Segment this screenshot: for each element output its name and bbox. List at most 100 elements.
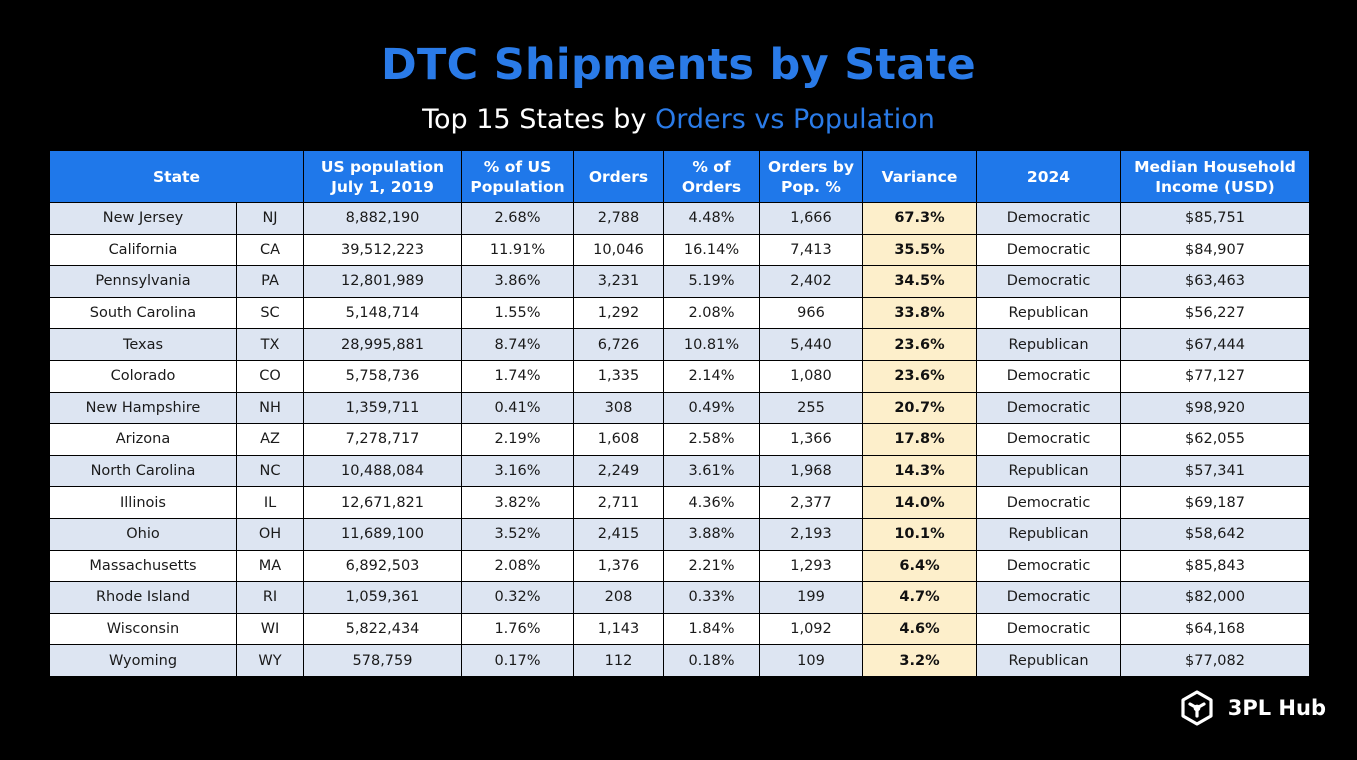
orders-cell: 1,292	[573, 296, 664, 330]
state-code-cell: SC	[236, 296, 304, 330]
table-body: New Jersey NJ 8,882,190 2.68% 2,788 4.48% 1,66…	[49, 202, 1310, 677]
table-row: Rhode Island RI 1,059,361 0.32% 208 0.33% 199 4…	[49, 581, 1310, 614]
orders-cell: 112	[573, 644, 664, 677]
pct-population-cell: 2.19%	[461, 423, 574, 456]
variance-cell: 34.5%	[862, 265, 977, 298]
table-row: Pennsylvania PA 12,801,989 3.86% 3,231 5.19% 2…	[49, 265, 1310, 298]
orders-cell: 1,335	[573, 359, 664, 393]
median-income-cell: $67,444	[1120, 328, 1310, 361]
state-name-cell: Texas	[49, 328, 237, 361]
party-2024-cell: Democratic	[976, 391, 1121, 425]
variance-cell: 14.0%	[862, 486, 977, 519]
variance-cell: 6.4%	[862, 549, 977, 583]
party-2024-cell: Democratic	[976, 202, 1121, 235]
median-income-cell: $69,187	[1120, 486, 1310, 519]
party-2024-cell: Democratic	[976, 233, 1121, 267]
column-header: Orders by Pop. %	[759, 150, 863, 203]
orders-by-pop-cell: 2,193	[759, 517, 863, 551]
orders-cell: 1,608	[573, 423, 664, 456]
variance-cell: 14.3%	[862, 454, 977, 488]
column-header: Orders	[573, 150, 664, 203]
state-code-cell: CO	[236, 359, 304, 393]
pct-population-cell: 2.68%	[461, 202, 574, 235]
column-header: % of Orders	[663, 150, 760, 203]
table-row: Wisconsin WI 5,822,434 1.76% 1,143 1.84% 1,092…	[49, 612, 1310, 646]
pct-orders-cell: 2.08%	[663, 296, 760, 330]
state-code-cell: PA	[236, 265, 304, 298]
orders-cell: 1,143	[573, 612, 664, 646]
party-2024-cell: Republican	[976, 328, 1121, 361]
pct-population-cell: 8.74%	[461, 328, 574, 361]
orders-by-pop-cell: 1,968	[759, 454, 863, 488]
state-code-cell: WI	[236, 612, 304, 646]
median-income-cell: $82,000	[1120, 581, 1310, 614]
orders-by-pop-cell: 2,377	[759, 486, 863, 519]
state-name-cell: Wisconsin	[49, 612, 237, 646]
table-row: California CA 39,512,223 11.91% 10,046 16.14%…	[49, 233, 1310, 267]
variance-cell: 67.3%	[862, 202, 977, 235]
variance-cell: 23.6%	[862, 359, 977, 393]
subtitle-prefix: Top 15 States by	[422, 104, 656, 135]
orders-by-pop-cell: 2,402	[759, 265, 863, 298]
table-row: Ohio OH 11,689,100 3.52% 2,415 3.88% 2,193 10.1…	[49, 517, 1310, 551]
median-income-cell: $98,920	[1120, 391, 1310, 425]
median-income-cell: $77,082	[1120, 644, 1310, 677]
shipments-table: State US population July 1, 2019% of US Pop…	[49, 150, 1310, 677]
pct-population-cell: 0.17%	[461, 644, 574, 677]
pct-population-cell: 3.86%	[461, 265, 574, 298]
variance-cell: 33.8%	[862, 296, 977, 330]
orders-by-pop-cell: 199	[759, 581, 863, 614]
state-name-cell: Pennsylvania	[49, 265, 237, 298]
orders-by-pop-cell: 966	[759, 296, 863, 330]
variance-cell: 17.8%	[862, 423, 977, 456]
table-row: Illinois IL 12,671,821 3.82% 2,711 4.36% 2,377…	[49, 486, 1310, 519]
median-income-cell: $85,751	[1120, 202, 1310, 235]
orders-by-pop-cell: 255	[759, 391, 863, 425]
population-cell: 7,278,717	[303, 423, 462, 456]
median-income-cell: $64,168	[1120, 612, 1310, 646]
population-cell: 39,512,223	[303, 233, 462, 267]
population-cell: 5,758,736	[303, 359, 462, 393]
median-income-cell: $63,463	[1120, 265, 1310, 298]
table-header-row: State US population July 1, 2019% of US Pop…	[49, 150, 1310, 203]
variance-cell: 4.7%	[862, 581, 977, 614]
orders-by-pop-cell: 1,092	[759, 612, 863, 646]
pct-population-cell: 11.91%	[461, 233, 574, 267]
orders-cell: 2,788	[573, 202, 664, 235]
state-code-cell: NJ	[236, 202, 304, 235]
table-row: North Carolina NC 10,488,084 3.16% 2,249 3.61…	[49, 454, 1310, 488]
median-income-cell: $56,227	[1120, 296, 1310, 330]
pct-population-cell: 2.08%	[461, 549, 574, 583]
orders-cell: 1,376	[573, 549, 664, 583]
state-code-cell: NH	[236, 391, 304, 425]
orders-by-pop-cell: 7,413	[759, 233, 863, 267]
pct-orders-cell: 2.58%	[663, 423, 760, 456]
orders-cell: 2,249	[573, 454, 664, 488]
variance-cell: 10.1%	[862, 517, 977, 551]
variance-cell: 3.2%	[862, 644, 977, 677]
population-cell: 28,995,881	[303, 328, 462, 361]
orders-cell: 208	[573, 581, 664, 614]
subtitle-highlight: Orders vs Population	[655, 104, 935, 135]
orders-cell: 308	[573, 391, 664, 425]
pct-population-cell: 0.32%	[461, 581, 574, 614]
column-header: US population July 1, 2019	[303, 150, 462, 203]
state-name-cell: Colorado	[49, 359, 237, 393]
orders-by-pop-cell: 1,666	[759, 202, 863, 235]
party-2024-cell: Democratic	[976, 486, 1121, 519]
pct-population-cell: 3.52%	[461, 517, 574, 551]
pct-orders-cell: 2.14%	[663, 359, 760, 393]
population-cell: 8,882,190	[303, 202, 462, 235]
pct-orders-cell: 5.19%	[663, 265, 760, 298]
state-code-cell: CA	[236, 233, 304, 267]
state-name-cell: Massachusetts	[49, 549, 237, 583]
table-row: New Hampshire NH 1,359,711 0.41% 308 0.49% 255…	[49, 391, 1310, 425]
population-cell: 5,148,714	[303, 296, 462, 330]
pct-orders-cell: 0.49%	[663, 391, 760, 425]
pct-orders-cell: 3.61%	[663, 454, 760, 488]
column-header: % of US Population	[461, 150, 574, 203]
column-header: Median Household Income (USD)	[1120, 150, 1310, 203]
median-income-cell: $84,907	[1120, 233, 1310, 267]
population-cell: 6,892,503	[303, 549, 462, 583]
table-row: Wyoming WY 578,759 0.17% 112 0.18% 109 3.2% Repu…	[49, 644, 1310, 677]
